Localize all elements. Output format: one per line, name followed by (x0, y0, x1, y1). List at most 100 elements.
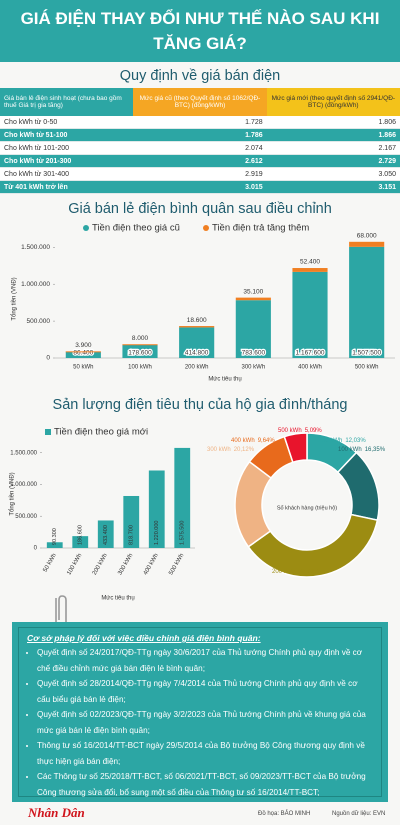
bar (123, 495, 140, 548)
table-cell: 2.612 (133, 154, 267, 168)
x-tick-label: 400 kWh (298, 365, 322, 371)
table-cell: 1.786 (133, 128, 267, 142)
table-row: Từ 401 kWh trở lên 3.015 3.151 (0, 180, 400, 194)
x-tick-label: 400 kWh (143, 553, 160, 577)
donut-slice (283, 432, 308, 464)
y-tick-label: 1.000.000 (21, 281, 50, 288)
x-tick-label: 200 kWh (185, 365, 209, 371)
value-label: 90.300 (52, 528, 58, 545)
bar (235, 300, 271, 358)
slice-label: 400 kWh 9,64% (231, 438, 275, 444)
y-tick-label: 1.500.000 (21, 244, 50, 251)
x-tick-label: 300 kWh (241, 365, 265, 371)
table-cell: 1.866 (266, 128, 400, 142)
slice-category: 50 kWh (322, 438, 342, 444)
slice-label: 200 kWh 36,78% (272, 569, 320, 575)
value-label: 86.400 (73, 350, 93, 357)
y-axis-label: Tổng tiền (VNĐ) (9, 472, 16, 515)
bar (148, 470, 165, 548)
legend-marker (203, 225, 209, 231)
slice-category: 500 kWh (278, 428, 302, 434)
bar (349, 246, 385, 358)
table-cell: 2.729 (266, 154, 400, 168)
slice-label: 100 kWh 16,35% (338, 447, 386, 453)
footer: Nhân Dân Đồ họa: BẢO MINH Nguồn dữ liệu:… (0, 803, 400, 825)
column-header: Giá bán lẻ điện sinh hoạt (chưa bao gồm … (0, 88, 134, 116)
value-label: 8.000 (132, 335, 149, 342)
slice-category: 100 kWh (338, 447, 362, 453)
table-cell: Cho kWh từ 51-100 (0, 128, 134, 142)
table-row: Cho kWh từ 51-100 1.786 1.866 (0, 128, 400, 142)
table-cell: 2.074 (133, 141, 267, 155)
table-row: Cho kWh từ 301-400 2.919 3.050 (0, 167, 400, 181)
x-tick-label: 50 kWh (73, 365, 93, 371)
slice-label: 500 kWh 5,09% (278, 428, 322, 434)
slice-value: 16,35% (365, 447, 386, 453)
main-title: GIÁ ĐIỆN THAY ĐỔI NHƯ THẾ NÀO SAU KHI TĂ… (20, 9, 380, 53)
table-cell: 2.167 (266, 141, 400, 155)
slice-label: 300 kWh 20,12% (207, 447, 255, 453)
table-cell: Từ 401 kWh trở lên (0, 180, 134, 194)
donut-slice (247, 513, 379, 578)
bar (292, 271, 328, 358)
slice-value: 5,09% (305, 428, 323, 434)
x-axis-label: Mức tiêu thụ (101, 596, 134, 602)
legal-item: Quyết định số 28/2014/QĐ-TTg ngày 7/4/20… (37, 676, 373, 707)
table-row: Cho kWh từ 201-300 2.612 2.729 (0, 154, 400, 168)
bar (46, 542, 63, 548)
value-label: 18.600 (187, 317, 207, 324)
source: Nguồn dữ liệu: EVN (332, 811, 386, 817)
legal-item: Thông tư số 16/2014/TT-BCT ngày 29/5/201… (37, 738, 373, 769)
x-tick-label: 500 kWh (355, 365, 379, 371)
x-tick-label: 300 kWh (117, 553, 134, 577)
value-label: 178.600 (128, 350, 152, 357)
slice-value: 9,64% (258, 438, 276, 444)
table-cell: 3.015 (133, 180, 267, 194)
y-tick-label: 500.000 (27, 318, 51, 325)
table-row: Cho kWh từ 0-50 1.728 1.806 (0, 116, 400, 129)
x-tick-label: 200 kWh (92, 553, 109, 577)
table-row: Cho kWh từ 101-200 2.074 2.167 (0, 141, 400, 155)
bar (72, 536, 89, 548)
y-tick-label: 1.500.000 (10, 450, 37, 456)
table-title: Quy định về giá bán điện (119, 68, 281, 84)
value-label: 186.600 (78, 525, 84, 545)
table-cell: Cho kWh từ 0-50 (0, 116, 134, 129)
y-tick-label: 0 (46, 355, 50, 362)
x-tick-label: 500 kWh (168, 553, 185, 577)
bar (174, 447, 191, 548)
value-label: 68.000 (357, 233, 377, 240)
table-cell: 1.806 (266, 116, 400, 129)
legend-marker (83, 225, 89, 231)
legal-box: Cơ sở pháp lý đối với việc điều chỉnh gi… (12, 622, 388, 802)
legal-frame: Cơ sở pháp lý đối với việc điều chỉnh gi… (18, 627, 382, 797)
table-cell: Cho kWh từ 201-300 (0, 154, 134, 168)
column-header: Mức giá mới (theo quyết định số 2941/QĐ-… (266, 88, 400, 116)
legal-list: Quyết định số 24/2017/QĐ-TTg ngày 30/6/2… (27, 645, 373, 800)
value-label: 1.507.500 (352, 350, 381, 357)
slice-value: 20,12% (234, 447, 255, 453)
slice-category: 300 kWh (207, 447, 231, 453)
value-label: 818.700 (129, 525, 135, 545)
bar (65, 351, 101, 358)
table-cell: 3.151 (266, 180, 400, 194)
x-axis-label: Mức tiêu thụ (208, 377, 241, 383)
column-header: Mức giá cũ (theo Quyết định số 1062/QĐ-B… (133, 88, 267, 116)
bar (179, 326, 215, 328)
chart-title: Giá bán lẻ điện bình quân sau điều chỉnh (68, 201, 332, 217)
legend-label: Tiền điện theo giá cũ (92, 223, 180, 234)
x-tick-label: 50 kWh (42, 553, 57, 574)
table-cell: Cho kWh từ 301-400 (0, 167, 134, 181)
value-label: 52.400 (300, 259, 320, 266)
bar (349, 241, 385, 247)
slice-label: 50 kWh 12,03% (322, 438, 366, 444)
table-header: Giá bán lẻ điện sinh hoạt (chưa bao gồm … (0, 88, 400, 116)
donut-center-label: Số khách hàng (triệu hộ) (277, 505, 337, 511)
bar (179, 327, 215, 358)
legend-marker (45, 429, 51, 435)
bar (292, 268, 328, 272)
bar (65, 351, 101, 353)
slice-category: 200 kWh (272, 569, 296, 575)
